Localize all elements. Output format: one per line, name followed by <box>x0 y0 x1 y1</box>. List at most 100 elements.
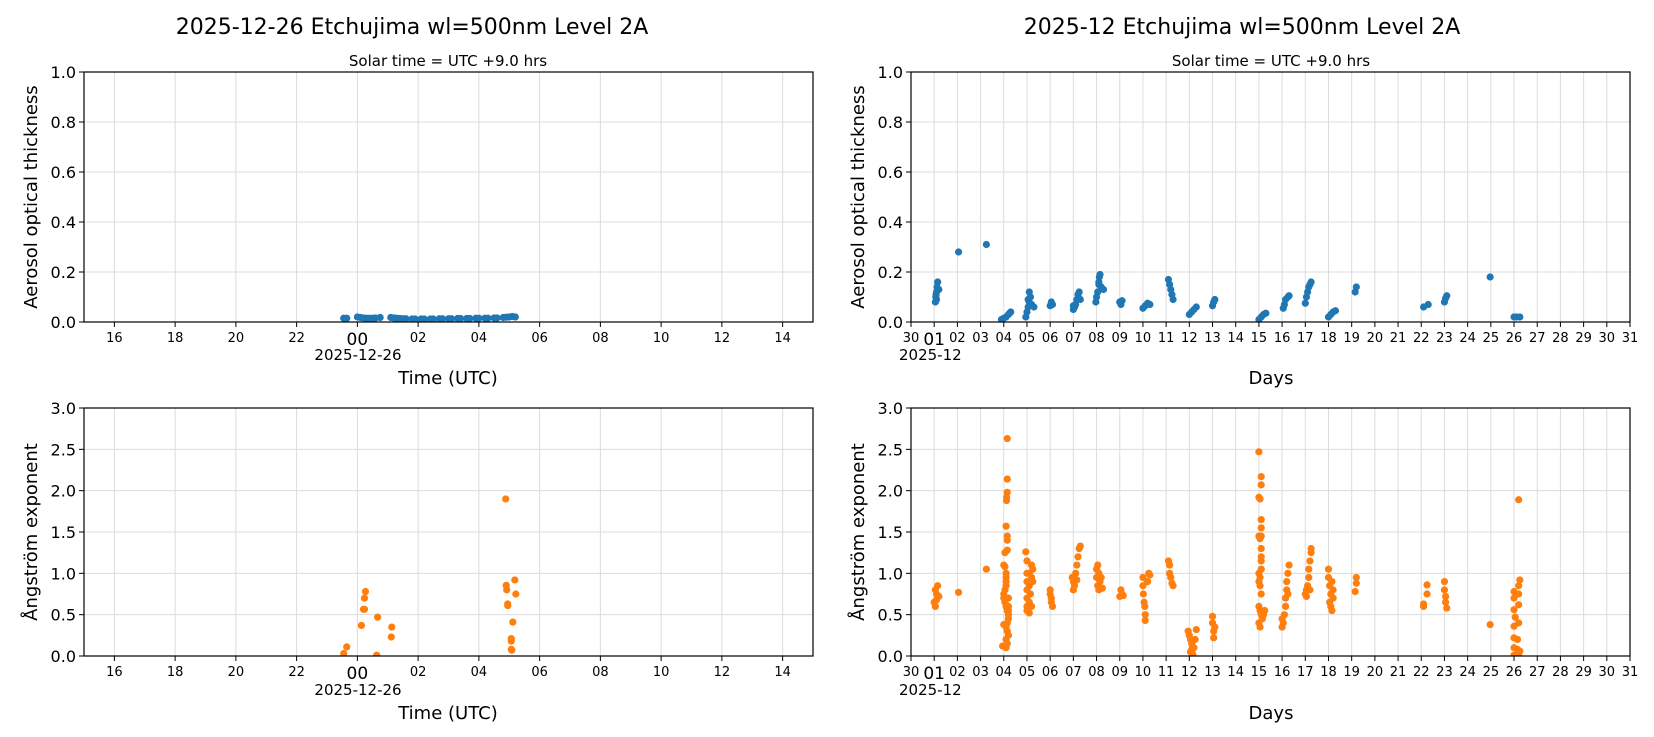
x-tick-label: 10 <box>653 331 670 346</box>
data-point <box>1141 611 1149 619</box>
x-tick-label: 19 <box>1343 331 1360 346</box>
x-tick-label: 18 <box>1320 665 1337 680</box>
x-tick-label: 08 <box>1088 331 1105 346</box>
y-tick-label: 1.0 <box>51 564 76 583</box>
x-tick-label: 05 <box>1019 331 1036 346</box>
x-tick-label: 14 <box>1227 665 1244 680</box>
y-tick-label: 1.5 <box>878 523 903 542</box>
data-point <box>475 314 483 322</box>
x-tick-label: 20 <box>228 665 245 680</box>
data-point <box>982 240 990 249</box>
x-tick-label: 06 <box>1042 665 1059 680</box>
data-point <box>1257 524 1265 532</box>
data-point <box>931 586 939 594</box>
data-point <box>1143 578 1152 586</box>
x-tick-label: 22 <box>1413 665 1430 680</box>
monthly-angstrom-axes: 30 01 02 03 04 05 06 07 08 09 10 11 12 13 14 15 16 17 18 19… <box>878 399 1639 684</box>
data-point <box>466 314 474 322</box>
data-point <box>1076 542 1084 550</box>
x-tick-label: 04 <box>471 331 488 346</box>
x-tick-label: 25 <box>1483 331 1500 346</box>
data-point <box>1002 522 1010 530</box>
data-point <box>1119 592 1127 600</box>
daily-aot-ylabel: Aerosol optical thickness <box>21 85 42 308</box>
monthly-angstrom-date-label: 2025-12 <box>899 681 962 699</box>
x-tick-label: 15 <box>1251 331 1268 346</box>
data-point <box>1098 584 1106 592</box>
x-tick-label: 29 <box>1575 665 1592 680</box>
x-tick-label: 24 <box>1459 665 1476 680</box>
data-point <box>1023 557 1031 565</box>
y-tick-label: 0.4 <box>51 213 76 232</box>
y-tick-label: 0.8 <box>878 113 903 132</box>
x-tick-label: 01 <box>923 330 945 350</box>
x-tick-label: 18 <box>167 665 184 680</box>
x-tick-label: 12 <box>714 331 731 346</box>
data-point <box>1442 592 1450 601</box>
x-tick-label: 02 <box>949 331 966 346</box>
data-points <box>340 312 519 322</box>
y-tick-label: 0.0 <box>51 313 76 332</box>
data-point <box>982 565 990 573</box>
x-tick-label: 22 <box>288 331 305 346</box>
data-point <box>420 315 428 322</box>
x-tick-label: 08 <box>1088 665 1105 680</box>
data-point <box>1352 283 1360 291</box>
y-tick-label: 0.5 <box>878 606 903 625</box>
monthly-aot-ylabel: Aerosol optical thickness <box>848 85 869 308</box>
data-point <box>1146 571 1154 579</box>
data-point <box>508 646 516 654</box>
data-point <box>1305 573 1313 582</box>
data-point <box>1094 561 1102 569</box>
data-points <box>930 434 1524 656</box>
x-tick-label: 02 <box>410 665 427 680</box>
data-point <box>1022 548 1030 556</box>
data-point <box>1329 586 1337 594</box>
x-tick-label: 12 <box>1181 665 1198 680</box>
data-point <box>1515 496 1523 504</box>
data-point <box>340 649 348 656</box>
data-point <box>1028 602 1036 611</box>
data-point <box>1169 295 1177 304</box>
data-point <box>1005 309 1014 317</box>
x-tick-label: 26 <box>1506 665 1523 680</box>
data-point <box>402 315 410 322</box>
axes-frame <box>910 407 1631 657</box>
data-point <box>457 314 465 322</box>
data-point <box>387 633 395 641</box>
data-point <box>1002 582 1010 590</box>
data-point <box>1324 565 1333 573</box>
monthly-angstrom-ylabel: Ångström exponent <box>847 443 869 621</box>
monthly-title: 2025-12 Etchujima wl=500nm Level 2A <box>1024 15 1461 40</box>
x-tick-label: 10 <box>1135 665 1152 680</box>
x-tick-label: 07 <box>1065 665 1082 680</box>
data-point <box>1069 302 1077 310</box>
y-tick-label: 1.5 <box>51 523 76 542</box>
x-tick-label: 23 <box>1436 331 1453 346</box>
y-tick-label: 0.2 <box>878 263 903 282</box>
y-tick-label: 0.4 <box>878 213 903 232</box>
daily-angstrom-xlabel: Time (UTC) <box>397 703 498 724</box>
data-point <box>1074 553 1082 561</box>
x-tick-label: 27 <box>1529 331 1546 346</box>
data-point <box>1256 573 1264 582</box>
data-point <box>361 587 370 596</box>
data-point <box>931 602 939 611</box>
data-point <box>932 596 941 604</box>
data-point <box>1515 582 1523 590</box>
data-point <box>1192 303 1200 311</box>
data-point <box>360 605 369 613</box>
data-point <box>1002 573 1010 582</box>
data-point <box>1192 625 1200 634</box>
x-tick-label: 15 <box>1251 665 1268 680</box>
data-point <box>1328 606 1336 615</box>
data-point <box>1095 278 1103 286</box>
data-point <box>511 313 519 321</box>
x-tick-label: 10 <box>1135 331 1152 346</box>
x-tick-label: 30 <box>1599 331 1616 346</box>
y-tick-label: 0.0 <box>878 313 903 332</box>
data-point <box>1510 644 1518 652</box>
data-point <box>1076 295 1084 304</box>
x-tick-label: 16 <box>106 331 123 346</box>
